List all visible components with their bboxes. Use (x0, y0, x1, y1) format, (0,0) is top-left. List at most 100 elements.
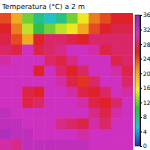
tick-label: 28 (143, 41, 150, 48)
tick-mark (140, 131, 142, 132)
temperature-cell (78, 34, 90, 45)
color-bar-tick: 36 (140, 11, 150, 18)
temperature-cell (89, 118, 101, 129)
temperature-cell (78, 55, 90, 66)
temperature-cell (78, 76, 90, 87)
temperature-cell (67, 129, 79, 140)
temperature-cell (89, 34, 101, 45)
tick-label: 8 (143, 113, 147, 120)
temperature-cell (11, 87, 23, 98)
temperature-cell (0, 66, 12, 77)
tick-mark (140, 44, 142, 45)
tick-label: 20 (143, 70, 150, 77)
color-bar (135, 15, 140, 146)
temperature-cell (11, 24, 23, 35)
temperature-cell (0, 13, 12, 24)
temperature-cell (67, 13, 79, 24)
tick-mark (140, 88, 142, 89)
color-bar-tick: 8 (140, 113, 147, 120)
tick-mark (140, 102, 142, 103)
temperature-cell (33, 55, 45, 66)
temperature-cell (111, 45, 123, 56)
temperature-cell (22, 97, 34, 108)
temperature-cell (33, 45, 45, 56)
temperature-cell (122, 87, 133, 98)
color-bar-axis: 04812162024283236 (140, 11, 150, 149)
temperature-cell (78, 24, 90, 35)
temperature-cell (78, 45, 90, 56)
temperature-cell (100, 108, 112, 119)
temperature-cell (67, 55, 79, 66)
temperature-cell (33, 66, 45, 77)
temperature-cell (55, 24, 67, 35)
temperature-cell (22, 55, 34, 66)
temperature-cell (67, 97, 79, 108)
temperature-cell (44, 45, 56, 56)
temperature-cell (0, 129, 12, 140)
temperature-cell (11, 139, 23, 150)
heatmap-cells (0, 13, 133, 150)
temperature-cell (44, 76, 56, 87)
temperature-cell (67, 45, 79, 56)
temperature-cell (111, 97, 123, 108)
temperature-cell (89, 45, 101, 56)
tick-label: 0 (143, 142, 147, 149)
temperature-cell (22, 76, 34, 87)
temperature-cell (11, 55, 23, 66)
temperature-cell (100, 76, 112, 87)
temperature-cell (78, 13, 90, 24)
temperature-cell (111, 76, 123, 87)
temperature-cell (100, 34, 112, 45)
temperature-cell (122, 76, 133, 87)
color-bar-tick: 0 (140, 142, 147, 149)
temperature-cell (44, 13, 56, 24)
temperature-cell (0, 24, 12, 35)
temperature-cell (100, 118, 112, 129)
temperature-cell (55, 66, 67, 77)
temperature-cell (122, 66, 133, 77)
temperature-cell (11, 45, 23, 56)
temperature-cell (22, 118, 34, 129)
temperature-cell (89, 13, 101, 24)
temperature-cell (11, 118, 23, 129)
tick-label: 16 (143, 84, 150, 91)
temperature-cell (22, 108, 34, 119)
color-bar-tick: 28 (140, 41, 150, 48)
temperature-cell (44, 34, 56, 45)
temperature-cell (44, 87, 56, 98)
color-bar-tick: 4 (140, 128, 147, 135)
temperature-cell (55, 118, 67, 129)
temperature-cell (100, 66, 112, 77)
tick-label: 36 (143, 11, 150, 18)
color-bar-tick: 12 (140, 99, 150, 106)
temperature-cell (55, 97, 67, 108)
tick-mark (140, 59, 142, 60)
temperature-cell (11, 108, 23, 119)
tick-label: 32 (143, 26, 150, 33)
temperature-cell (22, 129, 34, 140)
tick-label: 12 (143, 99, 150, 106)
temperature-cell (0, 76, 12, 87)
temperature-cell (122, 97, 133, 108)
tick-mark (140, 73, 142, 74)
temperature-cell (111, 24, 123, 35)
temperature-cell (100, 97, 112, 108)
temperature-cell (33, 87, 45, 98)
temperature-cell (111, 108, 123, 119)
temperature-cell (67, 87, 79, 98)
temperature-cell (33, 76, 45, 87)
temperature-cell (11, 97, 23, 108)
temperature-cell (122, 108, 133, 119)
temperature-cell (89, 129, 101, 140)
temperature-cell (89, 66, 101, 77)
temperature-cell (0, 108, 12, 119)
temperature-cell (22, 24, 34, 35)
temperature-cell (100, 13, 112, 24)
temperature-cell (100, 129, 112, 140)
temperature-cell (44, 66, 56, 77)
temperature-cell (11, 66, 23, 77)
temperature-cell (44, 55, 56, 66)
temperature-cell (89, 87, 101, 98)
temperature-cell (78, 108, 90, 119)
temperature-cell (44, 108, 56, 119)
